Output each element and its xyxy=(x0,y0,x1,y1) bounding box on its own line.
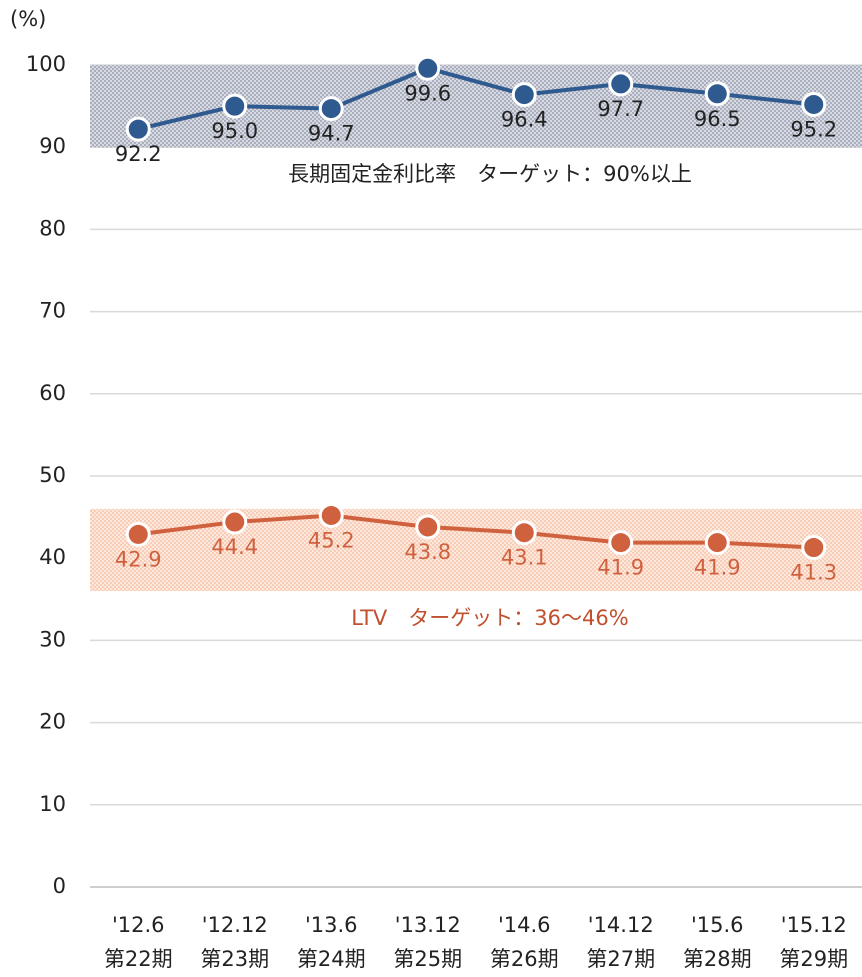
y-tick-label: 30 xyxy=(39,627,66,651)
x-tick-label: '13.12 xyxy=(395,913,461,937)
target-band xyxy=(90,65,862,148)
value-label: 97.7 xyxy=(597,97,644,121)
y-tick-label: 100 xyxy=(26,52,66,76)
x-period-label: 第24期 xyxy=(297,947,366,971)
y-tick-label: 0 xyxy=(53,874,66,898)
point xyxy=(318,96,344,122)
x-period-label: 第27期 xyxy=(586,947,655,971)
value-label: 96.5 xyxy=(694,107,741,131)
y-tick-label: 80 xyxy=(39,216,66,240)
value-label: 92.2 xyxy=(115,142,162,166)
value-label: 42.9 xyxy=(115,547,162,571)
series-line xyxy=(137,66,814,132)
x-tick-label: '13.6 xyxy=(305,913,358,937)
y-tick-label: 70 xyxy=(39,299,66,323)
point xyxy=(608,71,634,97)
point xyxy=(511,82,537,108)
value-label: 41.3 xyxy=(790,561,837,585)
x-tick-label: '14.12 xyxy=(588,913,654,937)
value-label: 44.4 xyxy=(211,535,258,559)
band-label: 長期固定金利比率 ターゲット：90%以上 xyxy=(288,162,692,186)
x-period-label: 第29期 xyxy=(779,947,848,971)
y-tick-label: 60 xyxy=(39,381,66,405)
point xyxy=(801,535,827,561)
point xyxy=(704,530,730,556)
x-tick-label: '12.6 xyxy=(112,913,165,937)
value-label: 95.2 xyxy=(790,117,837,141)
target-band xyxy=(90,508,862,592)
point xyxy=(318,502,344,528)
value-label: 41.9 xyxy=(694,556,741,580)
x-period-label: 第23期 xyxy=(200,947,269,971)
x-period-label: 第25期 xyxy=(393,947,462,971)
point xyxy=(222,93,248,119)
y-tick-label: 50 xyxy=(39,463,66,487)
point xyxy=(415,514,441,540)
point xyxy=(125,116,151,142)
band-label: LTV ターゲット：36～46% xyxy=(351,606,628,630)
point xyxy=(125,521,151,547)
x-period-label: 第22期 xyxy=(104,947,173,971)
value-label: 96.4 xyxy=(501,108,548,132)
y-tick-label: 90 xyxy=(39,134,66,158)
point xyxy=(511,520,537,546)
y-tick-label: 20 xyxy=(39,710,66,734)
point xyxy=(608,530,634,556)
x-tick-label: '15.6 xyxy=(691,913,744,937)
value-label: 94.7 xyxy=(308,122,355,146)
value-label: 43.8 xyxy=(404,540,451,564)
point xyxy=(704,81,730,107)
point xyxy=(415,55,441,81)
y-tick-label: 10 xyxy=(39,792,66,816)
x-tick-label: '12.12 xyxy=(202,913,268,937)
value-label: 41.9 xyxy=(597,556,644,580)
point xyxy=(222,509,248,535)
y-tick-label: 40 xyxy=(39,545,66,569)
x-tick-label: '15.12 xyxy=(781,913,847,937)
point xyxy=(801,91,827,117)
value-label: 99.6 xyxy=(404,81,451,105)
value-label: 43.1 xyxy=(501,546,548,570)
value-label: 95.0 xyxy=(211,119,258,143)
y-axis-label: (%) xyxy=(10,7,46,31)
x-period-label: 第26期 xyxy=(490,947,559,971)
x-tick-label: '14.6 xyxy=(498,913,551,937)
series-line xyxy=(137,513,814,550)
value-label: 45.2 xyxy=(308,528,355,552)
x-period-label: 第28期 xyxy=(683,947,752,971)
